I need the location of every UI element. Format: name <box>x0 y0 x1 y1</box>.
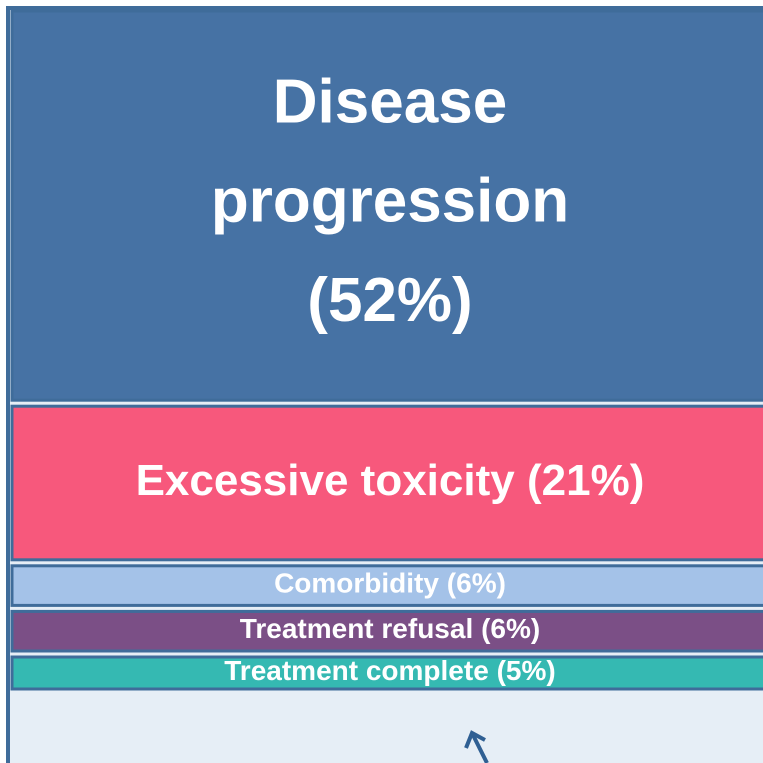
segment <box>10 609 763 653</box>
category-label: Disease progression <box>211 68 569 236</box>
segment-label: Treatment complete (5%) <box>224 655 555 686</box>
category-label: Excessive toxicity <box>136 456 516 505</box>
category-word: progression <box>211 167 569 236</box>
value-label: (5%) <box>497 655 556 686</box>
arrow <box>470 732 489 763</box>
category-label: Treatment refusal <box>240 614 473 645</box>
segment-label: Disease progression (52%) <box>211 68 569 335</box>
segment <box>10 564 763 607</box>
value-label: (6%) <box>447 568 506 599</box>
value-label: (21%) <box>527 456 644 505</box>
segment-label: Comorbidity (6%) <box>274 568 506 599</box>
segment <box>10 655 763 691</box>
value-label: (52%) <box>307 266 472 335</box>
value-label: (6%) <box>481 614 540 645</box>
segment-label: Excessive toxicity (21%) <box>136 456 645 505</box>
category-label: Treatment complete <box>224 655 489 686</box>
segment <box>10 9 763 402</box>
category-label: Comorbidity <box>274 568 439 599</box>
arrow-head <box>464 730 486 749</box>
segment <box>10 404 763 562</box>
category-word: Disease <box>273 68 507 137</box>
segment-label: Treatment refusal (6%) <box>240 614 540 645</box>
